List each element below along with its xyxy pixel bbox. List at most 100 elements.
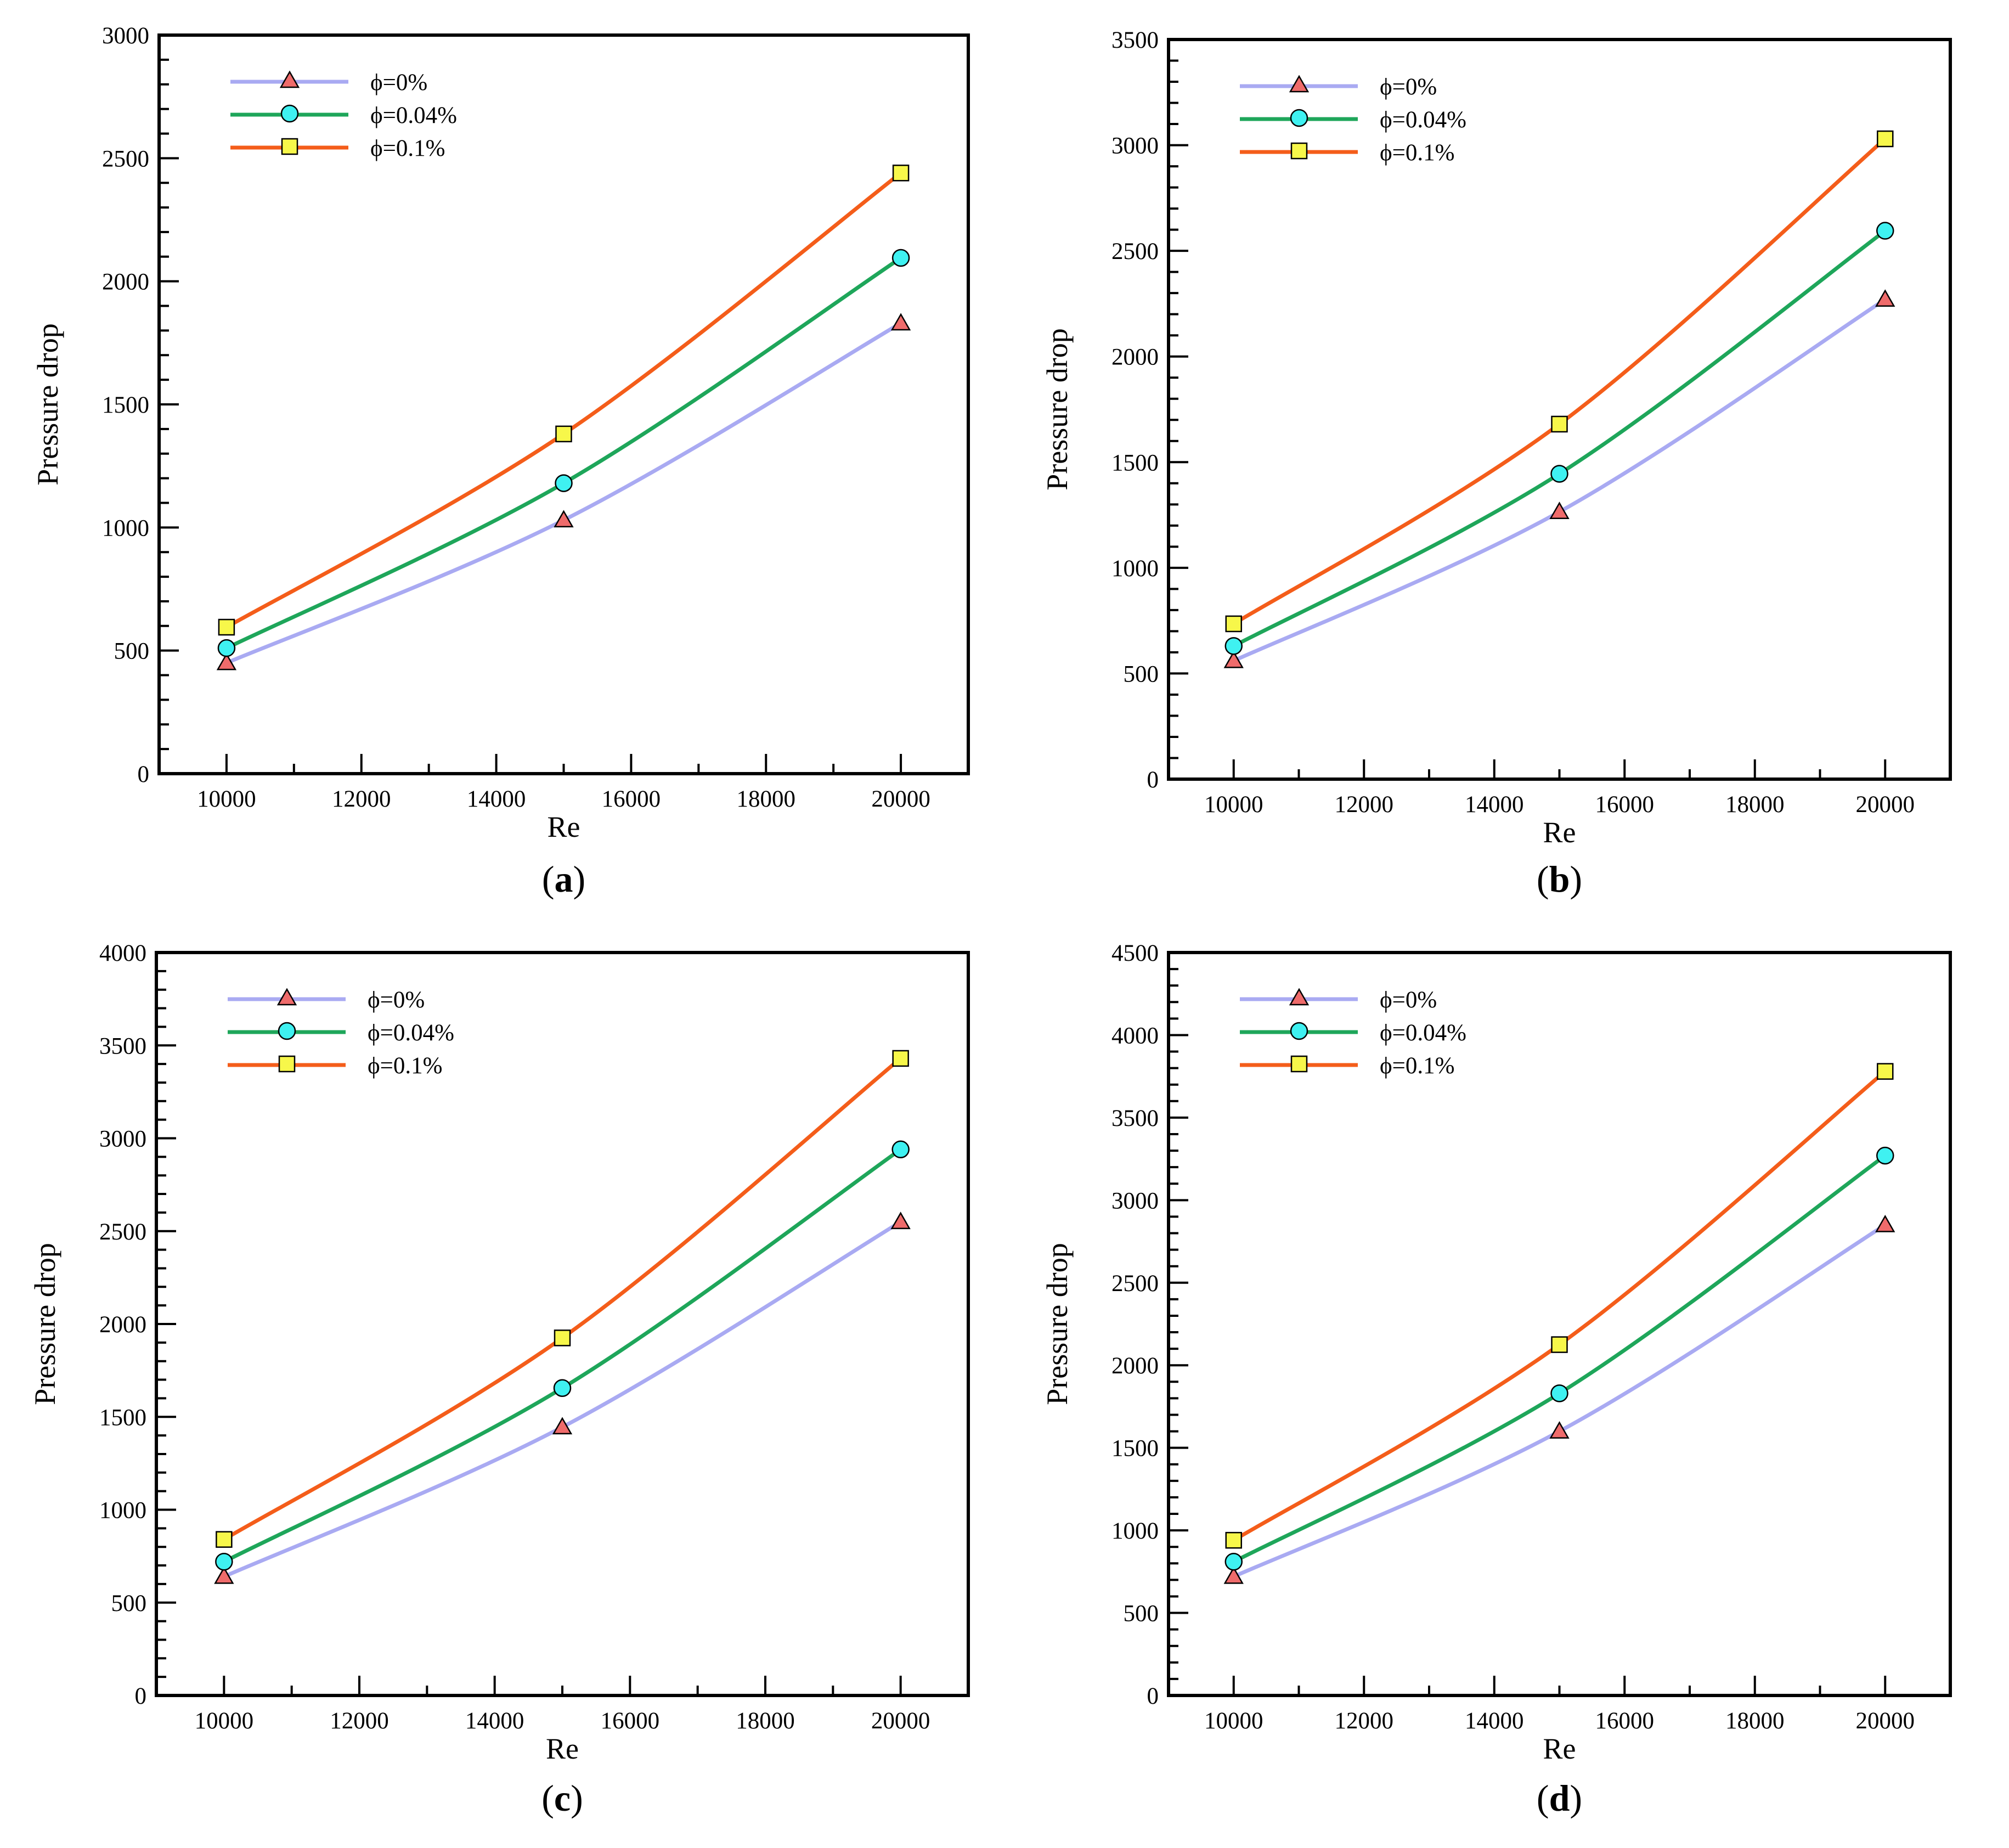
x-tick-label: 18000 bbox=[1725, 1708, 1785, 1734]
data-point-triangle bbox=[216, 652, 237, 671]
data-point-triangle bbox=[890, 1212, 911, 1230]
series-line-1 bbox=[222, 1147, 903, 1564]
panel-label: (d) bbox=[1537, 1777, 1582, 1819]
x-tick-label: 12000 bbox=[332, 786, 391, 812]
data-point-triangle bbox=[214, 1566, 234, 1584]
y-tick-label: 1000 bbox=[99, 1498, 146, 1524]
data-point-triangle bbox=[1223, 1566, 1244, 1584]
legend-label: ϕ=0.04% bbox=[1380, 1020, 1466, 1046]
data-point-square bbox=[555, 425, 572, 443]
x-tick-label: 10000 bbox=[1204, 1708, 1263, 1734]
data-point-circle bbox=[1550, 465, 1568, 483]
y-tick-label: 3500 bbox=[99, 1033, 146, 1059]
x-tick-label: 12000 bbox=[1335, 792, 1394, 818]
legend-marker bbox=[279, 70, 300, 88]
data-point-triangle bbox=[1223, 650, 1244, 668]
y-tick-label: 4000 bbox=[1111, 1023, 1159, 1049]
x-tick-label: 18000 bbox=[737, 786, 796, 812]
chart-panel-d: 10000 12000 14000 16000 18000 20000 0 500 1000 15… bbox=[1041, 940, 1952, 1819]
legend-label: ϕ=0.04% bbox=[368, 1020, 454, 1046]
x-tick-label: 14000 bbox=[1465, 792, 1524, 818]
y-tick-label: 0 bbox=[1147, 767, 1159, 793]
y-tick-label: 1000 bbox=[1111, 556, 1159, 582]
data-point-square bbox=[1225, 615, 1242, 633]
legend-marker bbox=[276, 988, 297, 1006]
legend-label: ϕ=0.04% bbox=[370, 103, 457, 128]
x-tick-label: 16000 bbox=[601, 1708, 660, 1734]
x-axis-title: Re bbox=[548, 810, 580, 843]
legend-marker bbox=[280, 104, 299, 123]
legend-marker bbox=[278, 1055, 296, 1073]
y-tick-label: 500 bbox=[114, 639, 150, 664]
y-axis-title: Pressure drop bbox=[31, 323, 64, 485]
x-tick-label: 14000 bbox=[465, 1708, 524, 1734]
series-line-2 bbox=[1232, 137, 1887, 626]
data-point-circle bbox=[1876, 1146, 1894, 1165]
data-point-circle bbox=[555, 474, 573, 492]
x-tick-label: 16000 bbox=[1595, 1708, 1655, 1734]
x-tick-label: 14000 bbox=[467, 786, 526, 812]
chart-panel-a: 10000 12000 14000 16000 18000 20000 0 500 1000 15… bbox=[31, 23, 970, 900]
chart-panel-b: 10000 12000 14000 16000 18000 20000 0 500 1000 15… bbox=[1041, 27, 1952, 900]
y-tick-label: 3000 bbox=[102, 23, 149, 49]
data-point-square bbox=[216, 1531, 233, 1548]
data-point-circle bbox=[217, 639, 236, 657]
y-axis-title: Pressure drop bbox=[29, 1243, 61, 1405]
data-point-triangle bbox=[1549, 502, 1570, 520]
legend-marker bbox=[1289, 75, 1310, 93]
panel-label: (b) bbox=[1537, 858, 1582, 900]
data-point-triangle bbox=[1549, 1421, 1570, 1439]
y-tick-label: 1500 bbox=[1111, 1436, 1159, 1462]
data-point-square bbox=[1225, 1531, 1242, 1549]
y-tick-label: 2000 bbox=[99, 1312, 146, 1338]
data-point-square bbox=[892, 1050, 909, 1067]
x-tick-label: 20000 bbox=[1856, 792, 1915, 818]
y-tick-label: 2500 bbox=[99, 1219, 146, 1245]
x-tick-label: 18000 bbox=[736, 1708, 795, 1734]
legend-label: ϕ=0.1% bbox=[1380, 1053, 1454, 1079]
legend-label: ϕ=0% bbox=[370, 70, 427, 95]
y-tick-label: 500 bbox=[111, 1591, 147, 1616]
data-point-circle bbox=[1224, 1553, 1243, 1571]
data-point-triangle bbox=[890, 313, 911, 331]
data-point-square bbox=[1551, 415, 1568, 433]
y-tick-label: 2500 bbox=[1111, 1271, 1159, 1297]
data-point-circle bbox=[215, 1553, 233, 1571]
y-tick-label: 0 bbox=[135, 1683, 147, 1709]
x-tick-label: 10000 bbox=[1204, 792, 1263, 818]
data-point-square bbox=[218, 618, 235, 636]
series-line-2 bbox=[1232, 1069, 1887, 1542]
series-line-1 bbox=[1232, 1153, 1887, 1564]
data-point-square bbox=[1877, 1063, 1894, 1080]
x-tick-label: 12000 bbox=[1335, 1708, 1394, 1734]
data-point-triangle bbox=[1875, 289, 1895, 307]
y-tick-label: 2000 bbox=[1111, 1353, 1159, 1379]
legend-label: ϕ=0.1% bbox=[370, 136, 445, 161]
y-tick-label: 500 bbox=[1124, 661, 1159, 687]
y-tick-label: 2500 bbox=[102, 146, 149, 172]
y-tick-label: 3500 bbox=[1111, 27, 1159, 53]
y-tick-label: 2000 bbox=[1111, 345, 1159, 370]
data-point-square bbox=[1877, 130, 1894, 148]
data-point-circle bbox=[553, 1379, 572, 1398]
data-point-triangle bbox=[554, 510, 574, 528]
x-tick-label: 10000 bbox=[197, 786, 256, 812]
y-tick-label: 3000 bbox=[99, 1126, 146, 1152]
series-line-1 bbox=[1232, 229, 1887, 648]
chart-panel-c: 10000 12000 14000 16000 18000 20000 0 500 1000 15… bbox=[29, 940, 970, 1819]
x-tick-label: 16000 bbox=[602, 786, 661, 812]
series-line-2 bbox=[222, 1056, 903, 1542]
legend-label: ϕ=0% bbox=[1380, 987, 1437, 1013]
y-tick-label: 2000 bbox=[102, 269, 149, 295]
x-tick-label: 20000 bbox=[1856, 1708, 1915, 1734]
x-tick-label: 12000 bbox=[330, 1708, 389, 1734]
series-line-0 bbox=[224, 321, 903, 665]
legend-marker bbox=[281, 138, 298, 155]
legend-label: ϕ=0.1% bbox=[368, 1053, 442, 1079]
legend-marker bbox=[1290, 1055, 1308, 1073]
y-tick-label: 3000 bbox=[1111, 133, 1159, 159]
x-tick-label: 16000 bbox=[1595, 792, 1655, 818]
legend-marker bbox=[278, 1022, 296, 1040]
data-point-triangle bbox=[1875, 1214, 1895, 1232]
data-point-circle bbox=[891, 1140, 910, 1159]
